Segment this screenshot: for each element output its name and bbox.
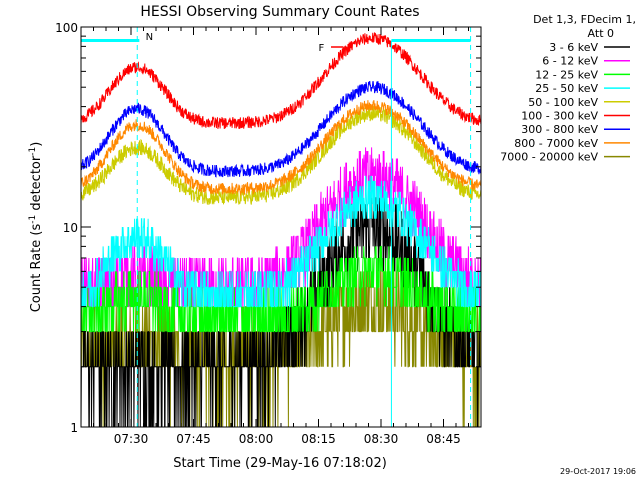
- x-tick-label: 08:15: [301, 432, 336, 446]
- chart-title: HESSI Observing Summary Count Rates: [140, 4, 419, 20]
- legend-label: 3 - 6 keV: [549, 41, 598, 54]
- y-axis-label-mid: detector: [29, 155, 44, 215]
- night-bar-right: [391, 39, 471, 42]
- plot-area: NF: [80, 27, 482, 428]
- legend-label: 800 - 7000 keV: [514, 137, 598, 150]
- legend-label: 7000 - 20000 keV: [500, 151, 598, 164]
- series-line-5: [80, 32, 482, 130]
- night-bar-left: [81, 39, 140, 42]
- y-axis-label-sup2: -1: [28, 147, 38, 156]
- series-line-0: [80, 191, 481, 428]
- y-tick-label: 100: [55, 21, 78, 35]
- flag-N: N: [146, 32, 153, 43]
- x-tick-label: 08:00: [239, 432, 274, 446]
- flag-F: F: [319, 43, 325, 54]
- timestamp: 29-Oct-2017 19:06: [560, 467, 636, 476]
- x-tick-label: 07:45: [176, 432, 211, 446]
- legend-label: 25 - 50 keV: [535, 82, 598, 95]
- series-line-4: [80, 106, 482, 205]
- x-tick-label: 08:45: [426, 432, 461, 446]
- y-axis-label-end: ): [29, 142, 44, 147]
- legend-label: 100 - 300 keV: [521, 110, 598, 123]
- y-axis-label-main: Count Rate (s: [29, 224, 44, 313]
- x-axis: 07:30 07:45 08:00 08:15 08:30 08:45: [80, 27, 482, 446]
- legend-header-line2: Att 0: [588, 27, 614, 40]
- x-axis-label: Start Time (29-May-16 07:18:02): [173, 456, 387, 471]
- legend-label: 300 - 800 keV: [521, 123, 598, 136]
- series-line-6: [80, 80, 482, 178]
- legend-label: 12 - 25 keV: [535, 68, 598, 81]
- x-tick-label: 07:30: [114, 432, 149, 446]
- series-line-3: [80, 175, 481, 308]
- legend-label: 6 - 12 keV: [542, 55, 598, 68]
- y-axis-label-sup1: -1: [28, 215, 38, 224]
- legend-label: 50 - 100 keV: [528, 96, 598, 109]
- series-line-7: [80, 100, 482, 197]
- legend-header-line1: Det 1,3, FDecim 1,: [533, 13, 636, 26]
- y-tick-label: 1: [70, 421, 78, 435]
- y-axis: 1 10 100: [55, 21, 481, 435]
- x-tick-label: 08:30: [364, 432, 399, 446]
- y-tick-label: 10: [63, 221, 78, 235]
- y-axis-label: Count Rate (s-1 detector-1): [28, 142, 44, 313]
